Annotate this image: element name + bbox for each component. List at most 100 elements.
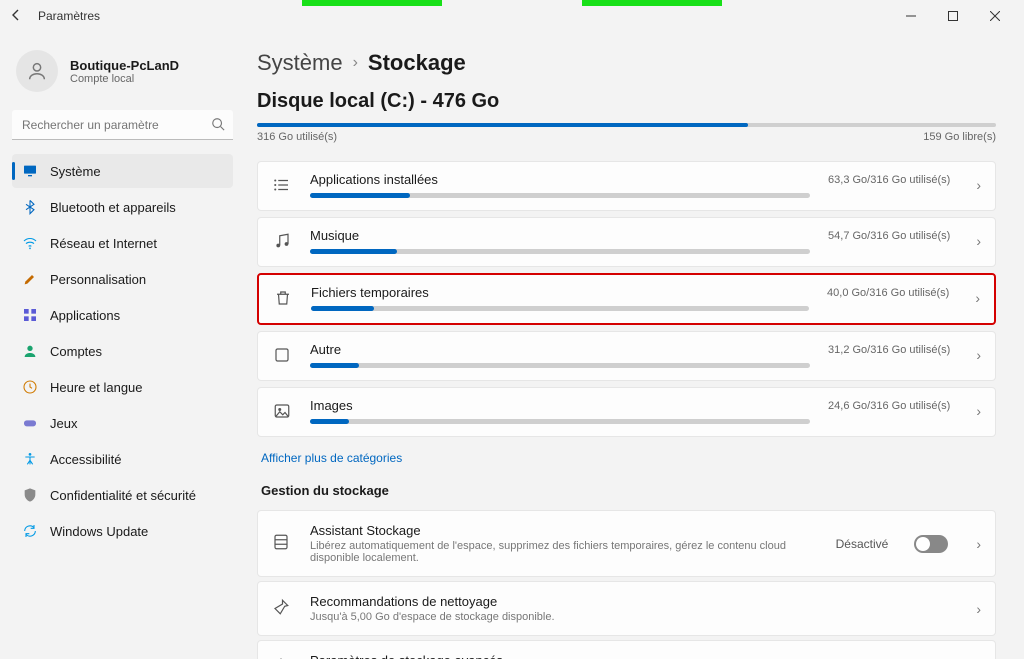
category-name: Applications installées (310, 172, 810, 187)
list-icon (272, 175, 292, 195)
search-input[interactable] (12, 110, 233, 140)
breadcrumb-current: Stockage (368, 50, 466, 76)
category-usage: 63,3 Go/316 Go utilisé(s) (828, 172, 950, 186)
account-name: Boutique-PcLanD (70, 58, 179, 73)
sidebar-item-r-seau-et-internet[interactable]: Réseau et Internet (12, 226, 233, 260)
maximize-button[interactable] (932, 2, 974, 30)
sidebar-item-applications[interactable]: Applications (12, 298, 233, 332)
category-bar (310, 249, 810, 254)
breadcrumb-parent[interactable]: Système (257, 50, 343, 76)
mgmt-recommandations-de-nettoyage[interactable]: Recommandations de nettoyage Jusqu'à 5,00… (257, 581, 996, 636)
category-name: Musique (310, 228, 810, 243)
chevron-right-icon: › (976, 536, 981, 552)
category-usage: 24,6 Go/316 Go utilisé(s) (828, 398, 950, 412)
category-images[interactable]: Images 24,6 Go/316 Go utilisé(s) › (257, 387, 996, 437)
sidebar-item-bluetooth-et-appareils[interactable]: Bluetooth et appareils (12, 190, 233, 224)
search-icon (211, 117, 225, 134)
chevron-right-icon: › (353, 54, 358, 72)
category-usage: 54,7 Go/316 Go utilisé(s) (828, 228, 950, 242)
storage-icon (272, 533, 292, 554)
minimize-button[interactable] (890, 2, 932, 30)
sidebar-item-label: Jeux (50, 416, 77, 431)
music-icon (272, 231, 292, 251)
disk-title: Disque local (C:) - 476 Go (257, 90, 996, 113)
mgmt-subtitle: Libérez automatiquement de l'espace, sup… (310, 540, 818, 564)
brush-icon (22, 271, 38, 287)
clock-icon (22, 379, 38, 395)
sidebar-item-label: Accessibilité (50, 452, 122, 467)
mgmt-title: Assistant Stockage (310, 523, 818, 538)
category-bar (311, 306, 809, 311)
sidebar-item-jeux[interactable]: Jeux (12, 406, 233, 440)
sidebar-item-comptes[interactable]: Comptes (12, 334, 233, 368)
category-autre[interactable]: Autre 31,2 Go/316 Go utilisé(s) › (257, 331, 996, 381)
disk-usage-bar (257, 123, 996, 127)
disk-used-label: 316 Go utilisé(s) (257, 131, 337, 143)
chevron-right-icon: › (976, 177, 981, 193)
breadcrumb: Système › Stockage (257, 50, 996, 76)
sidebar-item-label: Bluetooth et appareils (50, 200, 176, 215)
person-icon (22, 343, 38, 359)
sidebar: Boutique-PcLanD Compte local Système Blue… (0, 32, 245, 659)
toggle-switch[interactable] (914, 535, 948, 553)
account-block[interactable]: Boutique-PcLanD Compte local (12, 42, 233, 104)
category-name: Images (310, 398, 810, 413)
square-icon (272, 345, 292, 365)
mgmt-param-tres-de-stockage-avanc-s[interactable]: Paramètres de stockage avancésOptions de… (257, 640, 996, 659)
sidebar-item-label: Comptes (50, 344, 102, 359)
main-content: Système › Stockage Disque local (C:) - 4… (245, 32, 1024, 659)
chevron-right-icon: › (976, 601, 981, 617)
sidebar-item-confidentialit-et-s-curit-[interactable]: Confidentialité et sécurité (12, 478, 233, 512)
sidebar-item-label: Applications (50, 308, 120, 323)
chevron-right-icon: › (976, 403, 981, 419)
gamepad-icon (22, 415, 38, 431)
broom-icon (272, 598, 292, 619)
sidebar-item-label: Windows Update (50, 524, 148, 539)
sidebar-item-windows-update[interactable]: Windows Update (12, 514, 233, 548)
category-name: Fichiers temporaires (311, 285, 809, 300)
category-bar (310, 193, 810, 198)
trash-icon (273, 288, 293, 308)
sidebar-item-label: Heure et langue (50, 380, 143, 395)
category-usage: 40,0 Go/316 Go utilisé(s) (827, 285, 949, 299)
sidebar-item-accessibilit-[interactable]: Accessibilité (12, 442, 233, 476)
category-name: Autre (310, 342, 810, 357)
category-fichiers-temporaires[interactable]: Fichiers temporaires 40,0 Go/316 Go utili… (257, 273, 996, 325)
back-button[interactable] (8, 7, 26, 25)
apps-icon (22, 307, 38, 323)
chevron-right-icon: › (976, 347, 981, 363)
sidebar-item-personnalisation[interactable]: Personnalisation (12, 262, 233, 296)
avatar-icon (16, 50, 58, 92)
show-more-link[interactable]: Afficher plus de catégories (261, 451, 402, 465)
wifi-icon (22, 235, 38, 251)
sidebar-item-label: Système (50, 164, 101, 179)
category-bar (310, 363, 810, 368)
toggle-state-label: Désactivé (836, 537, 889, 551)
mgmt-subtitle: Jusqu'à 5,00 Go d'espace de stockage dis… (310, 611, 958, 623)
bluetooth-icon (22, 199, 38, 215)
account-type: Compte local (70, 73, 179, 85)
sidebar-item-syst-me[interactable]: Système (12, 154, 233, 188)
sidebar-item-heure-et-langue[interactable]: Heure et langue (12, 370, 233, 404)
sidebar-item-label: Personnalisation (50, 272, 146, 287)
shield-icon (22, 487, 38, 503)
disk-free-label: 159 Go libre(s) (923, 131, 996, 143)
category-usage: 31,2 Go/316 Go utilisé(s) (828, 342, 950, 356)
close-button[interactable] (974, 2, 1016, 30)
search-box (12, 110, 233, 140)
window-title: Paramètres (38, 9, 890, 23)
mgmt-assistant-stockage[interactable]: Assistant Stockage Libérez automatiquemen… (257, 510, 996, 577)
category-musique[interactable]: Musique 54,7 Go/316 Go utilisé(s) › (257, 217, 996, 267)
nav-list: Système Bluetooth et appareils Réseau et I… (12, 154, 233, 548)
update-icon (22, 523, 38, 539)
sidebar-item-label: Confidentialité et sécurité (50, 488, 196, 503)
access-icon (22, 451, 38, 467)
chevron-right-icon: › (976, 233, 981, 249)
category-bar (310, 419, 810, 424)
image-icon (272, 401, 292, 421)
mgmt-title: Recommandations de nettoyage (310, 594, 958, 609)
sidebar-item-label: Réseau et Internet (50, 236, 157, 251)
mgmt-section-title: Gestion du stockage (261, 483, 996, 498)
category-applications-install-es[interactable]: Applications installées 63,3 Go/316 Go ut… (257, 161, 996, 211)
mgmt-title: Paramètres de stockage avancés (310, 653, 951, 659)
